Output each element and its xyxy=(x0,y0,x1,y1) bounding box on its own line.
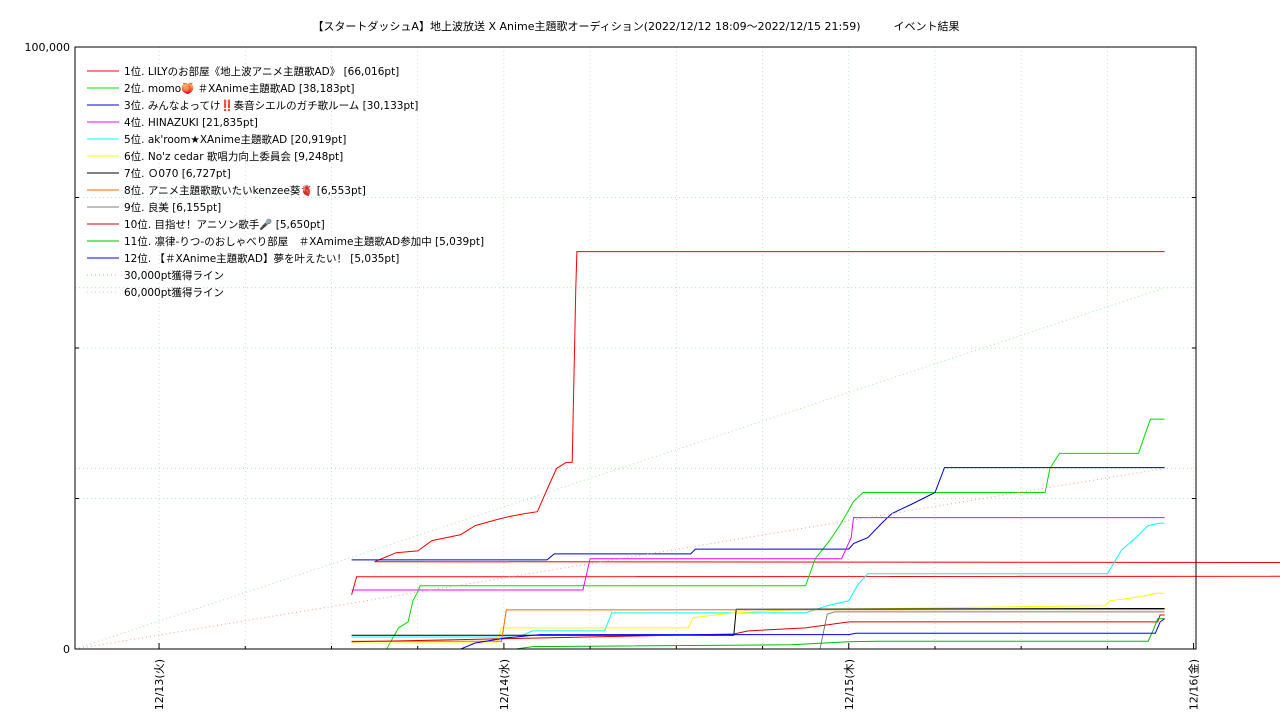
series-line-3 xyxy=(351,467,1165,561)
series-line-13 xyxy=(74,467,1165,650)
y-tick-label: 0 xyxy=(63,643,70,656)
legend-label: 7位. Ｏ070 [6,727pt] xyxy=(124,167,231,180)
y-tick-label: 100,000 xyxy=(25,41,71,54)
legend-label: 8位. アニメ主題歌歌いたいkenzee葵🫀 [6,553pt] xyxy=(124,184,366,197)
legend-label: 60,000pt獲得ライン xyxy=(124,286,224,299)
x-tick-label: 12/15(木) xyxy=(843,659,856,710)
series-line-7 xyxy=(351,608,1165,636)
series-line-10 xyxy=(351,614,1165,643)
legend-label: 6位. No'z cedar 歌唱力向上委員会 [9,248pt] xyxy=(124,150,343,163)
legend-label: 11位. 凛律-りつ-のおしゃべり部屋 ＃XAmime主題歌AD参加中 [5,0… xyxy=(124,235,484,248)
axes: 0 100,000 12/13(火) 12/14(水) 12/15(木) 12/16(金) xyxy=(25,41,1201,710)
reference-lines xyxy=(75,287,1196,469)
series-lines xyxy=(74,251,1280,650)
series-line-2 xyxy=(351,418,1165,650)
legend-label: 9位. 良美 [6,155pt] xyxy=(124,201,221,214)
series-line-5 xyxy=(351,522,1165,638)
series-line-4 xyxy=(351,517,1165,591)
legend-label: 12位. 【＃XAnime主題歌AD】夢を叶えたい！ [5,035pt] xyxy=(124,252,399,265)
x-tick-label: 12/16(金) xyxy=(1187,659,1201,710)
series-line-11 xyxy=(351,618,1165,650)
legend-label: 3位. みんなよってけ‼️奏音シエルのガチ歌ルーム [30,133pt] xyxy=(124,99,418,112)
legend-label: 4位. HINAZUKI [21,835pt] xyxy=(124,116,258,129)
legend-label: 10位. 目指せ！アニソン歌手🎤 [5,650pt] xyxy=(124,218,325,231)
series-line-1 xyxy=(351,251,1280,595)
series-line-8 xyxy=(351,609,1165,642)
legend: 1位. LILYのお部屋《地上波アニメ主題歌AD》 [66,016pt] 2位. … xyxy=(87,65,484,299)
chart-title: 【スタートダッシュA】地上波放送 X Anime主題歌オーディション(2022/… xyxy=(312,19,959,33)
x-tick-label: 12/14(水) xyxy=(498,659,511,710)
series-line-14 xyxy=(74,287,1165,650)
legend-label: 5位. ak'room★XAnime主題歌AD [20,919pt] xyxy=(124,133,346,146)
x-tick-label: 12/13(火) xyxy=(153,659,166,710)
legend-label: 30,000pt獲得ライン xyxy=(124,269,224,282)
legend-label: 2位. momo🍑 ＃XAnime主題歌AD [38,183pt] xyxy=(124,82,355,95)
series-line-12 xyxy=(351,618,1165,650)
legend-label: 1位. LILYのお部屋《地上波アニメ主題歌AD》 [66,016pt] xyxy=(124,65,399,78)
